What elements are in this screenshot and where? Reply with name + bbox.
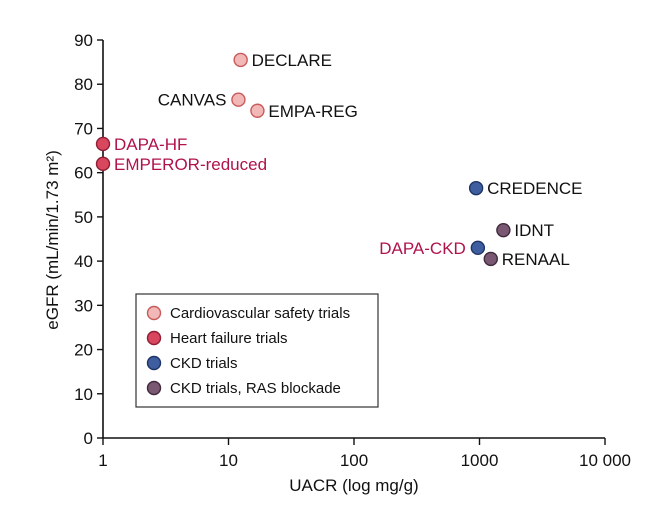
x-ticks: 1 10 100 1000 10 000: [98, 438, 631, 470]
data-point-renaal: [483, 251, 498, 267]
legend-label: Heart failure trials: [170, 330, 288, 347]
y-ticks: 0 10 20 30 40 50 60 70 80 90: [74, 31, 103, 448]
y-tick-label: 70: [74, 119, 93, 138]
point-label: DAPA-CKD: [379, 239, 466, 258]
x-tick-label: 10: [219, 451, 238, 470]
x-tick-label: 1000: [461, 451, 499, 470]
data-point-credence: [468, 180, 484, 196]
y-tick-label: 0: [84, 429, 93, 448]
legend-label: Cardiovascular safety trials: [170, 305, 350, 322]
data-point-emperor-reduced: [95, 156, 111, 172]
point-label: CREDENCE: [487, 179, 582, 198]
point-label: DECLARE: [252, 51, 332, 70]
data-point-declare: [233, 52, 248, 68]
y-tick-label: 30: [74, 296, 93, 315]
legend-marker: [146, 380, 162, 396]
x-tick-label: 1: [98, 451, 107, 470]
x-tick-label: 100: [340, 451, 368, 470]
data-point-idnt: [496, 222, 511, 238]
y-tick-label: 90: [74, 31, 93, 50]
legend-marker: [146, 355, 162, 371]
point-label: EMPA-REG: [268, 102, 357, 121]
y-tick-label: 60: [74, 164, 93, 183]
x-axis-title: UACR (log mg/g): [289, 476, 418, 495]
y-tick-label: 10: [74, 385, 93, 404]
legend-marker: [146, 330, 162, 346]
data-point-dapa-ckd: [470, 240, 486, 256]
legend: Cardiovascular safety trials Heart failur…: [135, 293, 379, 408]
data-point-dapa-hf: [95, 136, 111, 152]
point-label: CANVAS: [158, 91, 227, 110]
point-label: EMPEROR-reduced: [114, 155, 267, 174]
legend-label: CKD trials, RAS blockade: [170, 380, 341, 397]
legend-marker: [146, 305, 162, 321]
data-points: DECLARE CANVAS EMPA-REG DAPA-HFEMPEROR-redu…: [95, 51, 583, 269]
legend-box: [135, 293, 379, 408]
point-label: IDNT: [514, 221, 554, 240]
data-point-canvas: [231, 92, 246, 107]
y-tick-label: 40: [74, 252, 93, 271]
legend-label: CKD trials: [170, 355, 238, 372]
y-axis-title: eGFR (mL/min/1.73 m²): [43, 150, 62, 329]
y-tick-label: 80: [74, 75, 93, 94]
data-point-empa-reg: [250, 103, 265, 118]
y-tick-label: 20: [74, 341, 93, 360]
y-tick-label: 50: [74, 208, 93, 227]
point-label: DAPA-HF: [114, 135, 187, 154]
point-label: RENAAL: [502, 250, 570, 269]
x-tick-label: 10 000: [579, 451, 631, 470]
